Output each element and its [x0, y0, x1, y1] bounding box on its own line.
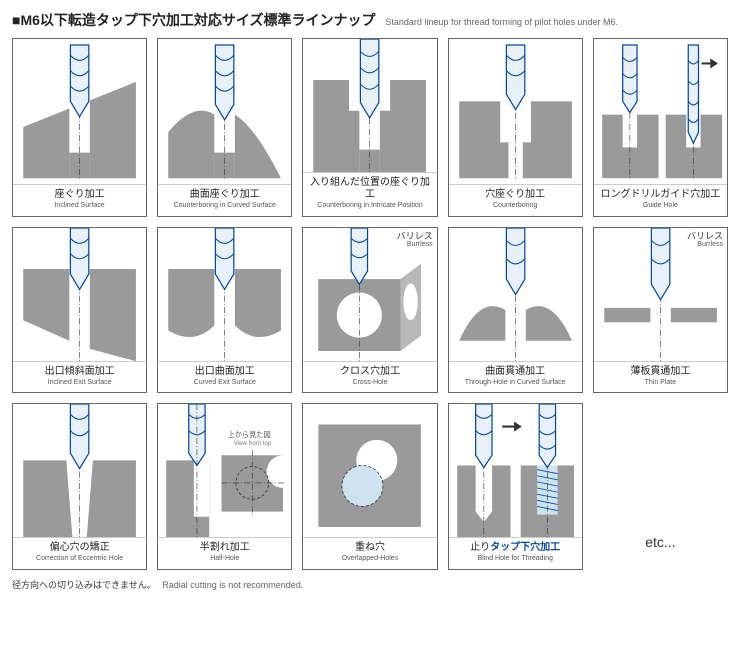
label-jp: 座ぐり加工 [15, 189, 144, 201]
label-jp: 止りタップ下穴加工 [451, 542, 580, 554]
label-jp: 偏心穴の矯正 [15, 542, 144, 554]
label-jp: 入り組んだ位置の座ぐり加工 [305, 177, 434, 201]
label-en: Inclined Surface [15, 202, 144, 210]
label-en: Inclined Exit Surface [15, 379, 144, 387]
cell-overlapped: 重ね穴Overlapped-Holes [302, 403, 437, 570]
label-en: Curved Exit Surface [160, 379, 289, 387]
etc-label: etc... [645, 534, 675, 570]
cell-guide-hole: ロングドリルガイド穴加工Guide Hole [593, 38, 728, 217]
header: ■M6以下転造タップ下穴加工対応サイズ標準ラインナップ Standard lin… [12, 10, 728, 30]
label-en: Guide Hole [596, 202, 725, 210]
label-en: Counterboring [451, 202, 580, 210]
cell-blind-threading: 止りタップ下穴加工 Blind Hole for Threading [448, 403, 583, 570]
label-jp: 出口曲面加工 [160, 366, 289, 378]
cell-intricate: 入り組んだ位置の座ぐり加工Counterboring in Intricate … [302, 38, 437, 217]
label-en: Counterboring in Intricate Position [305, 202, 434, 210]
footer-jp: 径方向への切り込みはできません。 [12, 580, 156, 590]
label-en: Counterboring in Curved Surface [160, 202, 289, 210]
label-jp: 重ね穴 [305, 542, 434, 554]
cell-inclined-exit: 出口傾斜面加工Inclined Exit Surface [12, 227, 147, 394]
arrow-icon [502, 423, 520, 431]
label-jp: 穴座ぐり加工 [451, 189, 580, 201]
label-jp: 薄板貫通加工 [596, 366, 725, 378]
label-en: Half-Hole [160, 555, 289, 563]
footer-en: Radial cutting is not recommended. [162, 580, 303, 590]
label-jp: 曲面座ぐり加工 [160, 189, 289, 201]
label-en: Through-Hole in Curved Surface [451, 379, 580, 387]
cell-cross-hole: バリレスBurrless クロス穴加工Cross-Hole [302, 227, 437, 394]
badge: バリレスBurrless [687, 232, 723, 250]
label-en: Thin Plate [596, 379, 725, 387]
cell-curved-exit: 出口曲面加工Curved Exit Surface [157, 227, 292, 394]
label-en: Blind Hole for Threading [451, 555, 580, 563]
label-jp: 出口傾斜面加工 [15, 366, 144, 378]
arrow-icon [701, 59, 716, 67]
label-jp: 曲面貫通加工 [451, 366, 580, 378]
label-en: Correction of Eccentric Hole [15, 555, 144, 563]
label-en: Cross-Hole [305, 379, 434, 387]
header-title-en: Standard lineup for thread forming of pi… [385, 17, 618, 27]
cell-counterboring: 穴座ぐり加工Counterboring [448, 38, 583, 217]
cell-eccentric: 偏心穴の矯正Correction of Eccentric Hole [12, 403, 147, 570]
cell-thin-plate: バリレスBurrless 薄板貫通加工Thin Plate [593, 227, 728, 394]
label-jp: 半割れ加工 [160, 542, 289, 554]
cell-through-curved: 曲面貫通加工Through-Hole in Curved Surface [448, 227, 583, 394]
label-jp: ロングドリルガイド穴加工 [596, 189, 725, 201]
label-jp: クロス穴加工 [305, 366, 434, 378]
label-en: Overlapped-Holes [305, 555, 434, 563]
cell-half-hole: 上から見た図 View from top 半割れ加工Half-Hole [157, 403, 292, 570]
illus [13, 39, 146, 184]
cell-inclined-surface: 座ぐり加工 Inclined Surface [12, 38, 147, 217]
note-jp: 上から見た図 [228, 430, 271, 439]
cell-curved-counterbore: 曲面座ぐり加工Counterboring in Curved Surface [157, 38, 292, 217]
header-title-jp: M6以下転造タップ下穴加工対応サイズ標準ラインナップ [20, 12, 375, 28]
badge: バリレスBurrless [397, 232, 433, 250]
labels: 座ぐり加工 Inclined Surface [13, 184, 146, 215]
note-en: View from top [234, 440, 272, 447]
drill-icon [70, 45, 88, 117]
footer: 径方向への切り込みはできません。 Radial cutting is not r… [12, 578, 728, 591]
grid: 座ぐり加工 Inclined Surface 曲面座ぐり加工Counterbor… [12, 38, 728, 570]
